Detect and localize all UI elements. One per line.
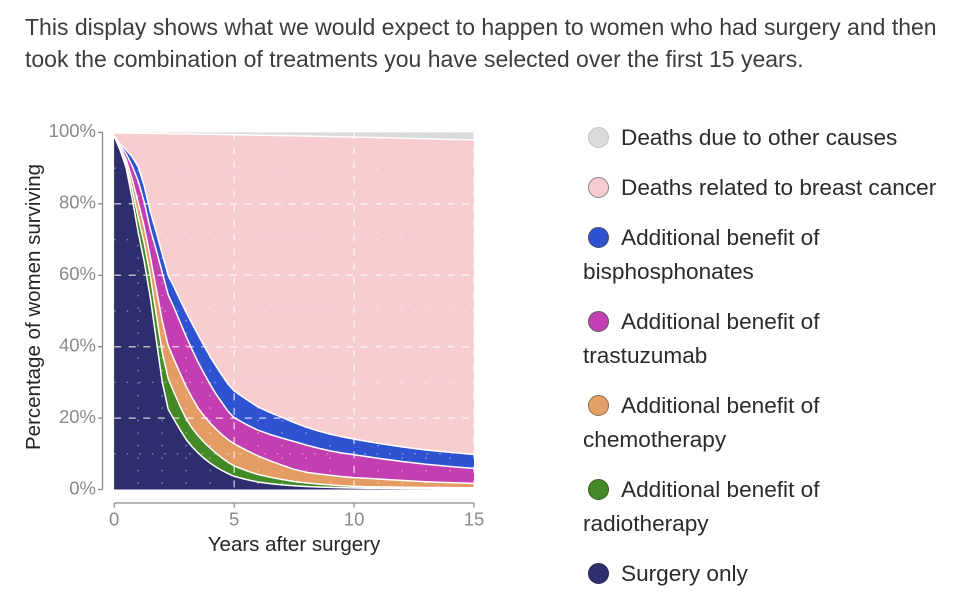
svg-text:20%: 20% — [59, 406, 96, 427]
svg-text:80%: 80% — [59, 192, 96, 213]
svg-text:100%: 100% — [49, 120, 96, 141]
svg-text:0%: 0% — [69, 477, 96, 498]
svg-text:Percentage of women surviving: Percentage of women surviving — [22, 164, 45, 450]
svg-text:60%: 60% — [59, 263, 96, 284]
svg-text:15: 15 — [464, 509, 485, 530]
svg-text:40%: 40% — [59, 335, 96, 356]
svg-text:Years after surgery: Years after surgery — [208, 533, 381, 556]
svg-text:5: 5 — [229, 509, 239, 530]
svg-text:10: 10 — [344, 509, 365, 530]
svg-text:0: 0 — [109, 509, 119, 530]
